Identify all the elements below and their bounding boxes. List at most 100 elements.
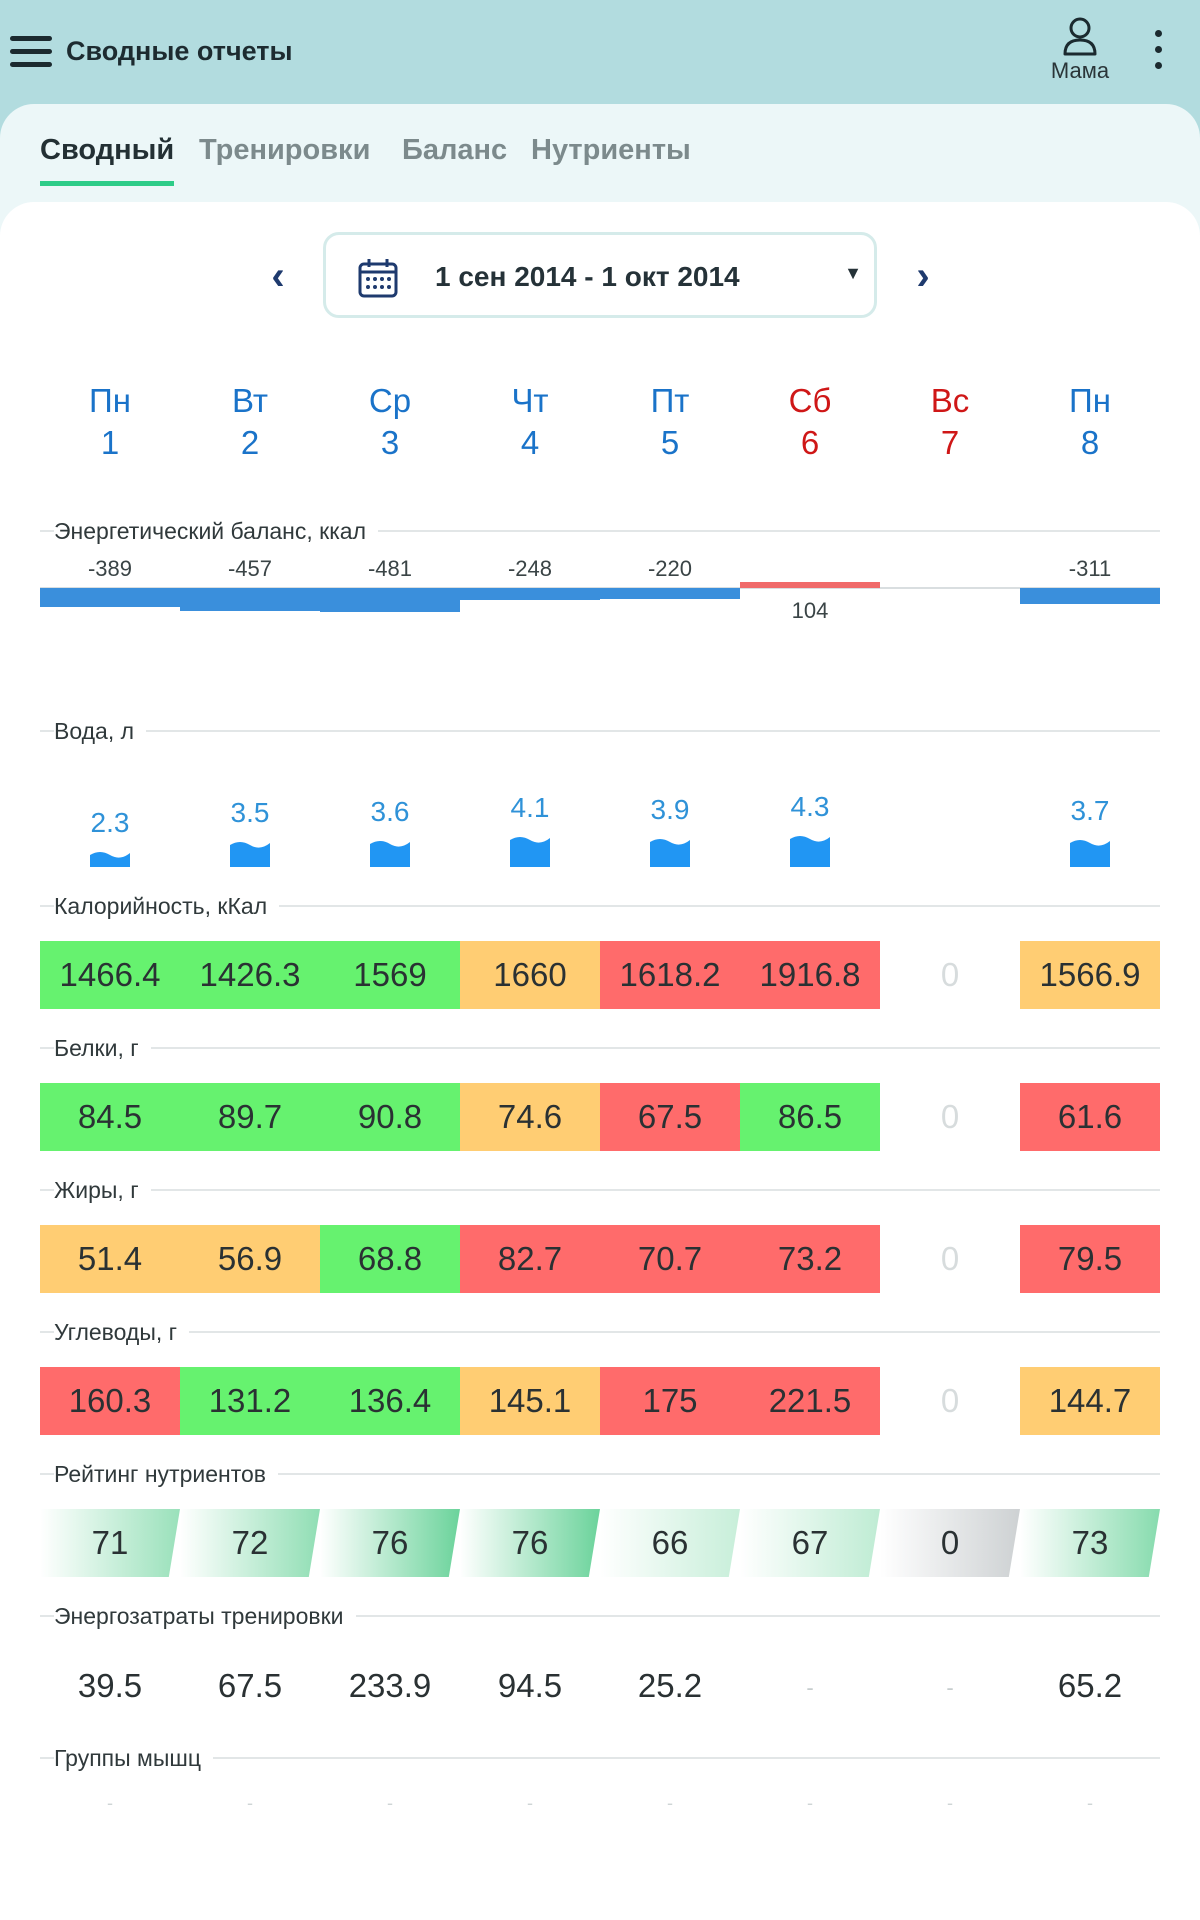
day-name: Вт xyxy=(231,382,269,419)
section-divider xyxy=(40,1189,1160,1191)
tab-trainings[interactable]: Тренировки xyxy=(199,134,371,166)
balance-bar xyxy=(460,588,600,601)
date-range-label: 1 сен 2014 - 1 окт 2014 xyxy=(435,261,740,292)
protein-cell[interactable]: 89.7 xyxy=(180,1083,320,1151)
balance-bar xyxy=(600,588,740,599)
water-value: 4.1 xyxy=(510,792,550,823)
muscle-group-value: - xyxy=(527,1793,533,1813)
water-label: Вода, л xyxy=(54,718,147,745)
fat-cell[interactable]: 0 xyxy=(940,1240,960,1277)
water-glass-icon xyxy=(230,842,270,867)
report-content xyxy=(0,202,1200,1920)
fat-cell[interactable]: 79.5 xyxy=(1020,1225,1160,1293)
calories-cell[interactable]: 0 xyxy=(940,956,960,993)
calories-cell[interactable]: 1569 xyxy=(320,941,460,1009)
balance-value: -220 xyxy=(647,556,693,581)
carbs-cell[interactable]: 145.1 xyxy=(460,1367,600,1435)
hamburger-icon[interactable] xyxy=(10,36,52,70)
day-number: 5 xyxy=(660,424,680,461)
training-energy-value: 39.5 xyxy=(77,1667,143,1704)
day-number: 7 xyxy=(940,424,960,461)
protein-cell[interactable]: 84.5 xyxy=(40,1083,180,1151)
day-number: 3 xyxy=(380,424,400,461)
carbs-cell[interactable]: 175 xyxy=(600,1367,740,1435)
day-column[interactable]: Сб 6 xyxy=(740,380,880,464)
balance-value: -481 xyxy=(367,556,413,581)
day-column[interactable]: Чт 4 xyxy=(460,380,600,464)
fat-cell[interactable]: 70.7 xyxy=(600,1225,740,1293)
muscle-group-value: - xyxy=(807,1793,813,1813)
fat-cell[interactable]: 51.4 xyxy=(40,1225,180,1293)
calories-cell[interactable]: 1566.9 xyxy=(1020,941,1160,1009)
calories-cell[interactable]: 1916.8 xyxy=(740,941,880,1009)
protein-cell[interactable]: 61.6 xyxy=(1020,1083,1160,1151)
water-glass-icon xyxy=(650,839,690,867)
carbs-cell[interactable]: 136.4 xyxy=(320,1367,460,1435)
fat-cell[interactable]: 56.9 xyxy=(180,1225,320,1293)
day-column[interactable]: Вс 7 xyxy=(880,380,1020,464)
calories-cell[interactable]: 1466.4 xyxy=(40,941,180,1009)
water-glass-icon xyxy=(790,836,830,867)
tab-nutrients[interactable]: Нутриенты xyxy=(531,134,691,166)
day-column[interactable]: Ср 3 xyxy=(320,380,460,464)
fat-cell[interactable]: 82.7 xyxy=(460,1225,600,1293)
tab-summary[interactable]: Сводный xyxy=(40,134,175,186)
day-number: 2 xyxy=(240,424,260,461)
date-range-picker[interactable]: 1 сен 2014 - 1 окт 2014 ▼ xyxy=(323,232,877,318)
fat-cell[interactable]: 73.2 xyxy=(740,1225,880,1293)
day-column[interactable]: Пн 8 xyxy=(1020,380,1160,464)
nutrient-rating-cell[interactable]: 67 xyxy=(740,1509,880,1577)
day-column[interactable]: Пт 5 xyxy=(600,380,740,464)
nutrient-rating-cell[interactable]: 76 xyxy=(460,1509,600,1577)
protein-cell[interactable]: 74.6 xyxy=(460,1083,600,1151)
protein-cell[interactable]: 0 xyxy=(940,1098,960,1135)
training-energy-value: 94.5 xyxy=(497,1667,563,1704)
muscle-group-value: - xyxy=(947,1793,953,1813)
protein-cell[interactable]: 67.5 xyxy=(600,1083,740,1151)
calendar-icon xyxy=(358,259,398,298)
nutrient-rating-cell[interactable]: 76 xyxy=(320,1509,460,1577)
balance-bar xyxy=(1020,588,1160,604)
chevron-left-icon[interactable]: ‹ xyxy=(271,254,285,298)
section-divider xyxy=(40,1047,1160,1049)
profile-name: Мама xyxy=(1050,58,1110,83)
nutrient-rating-cell[interactable]: 72 xyxy=(180,1509,320,1577)
muscle-groups-label: Группы мышц xyxy=(54,1745,213,1772)
section-divider xyxy=(40,1615,1160,1617)
water-glass-icon xyxy=(1070,840,1110,867)
carbs-cell[interactable]: 0 xyxy=(940,1382,960,1419)
day-column[interactable]: Вт 2 xyxy=(180,380,320,464)
training-energy-value: 67.5 xyxy=(217,1667,283,1704)
calories-cell[interactable]: 1426.3 xyxy=(180,941,320,1009)
day-column[interactable]: Пн 1 xyxy=(40,380,180,464)
chevron-right-icon[interactable]: › xyxy=(916,254,930,298)
tab-balance[interactable]: Баланс xyxy=(402,134,508,166)
profile-button[interactable]: Мама xyxy=(1040,16,1120,84)
carbs-cell[interactable]: 144.7 xyxy=(1020,1367,1160,1435)
carbs-cell[interactable]: 131.2 xyxy=(180,1367,320,1435)
water-glass-icon xyxy=(90,852,130,867)
nutrient-rating-cell[interactable]: 71 xyxy=(40,1509,180,1577)
balance-bar xyxy=(40,588,180,608)
water-value: 4.3 xyxy=(790,791,830,822)
muscle-group-value: - xyxy=(107,1793,113,1813)
fat-cell[interactable]: 68.8 xyxy=(320,1225,460,1293)
protein-cell[interactable]: 90.8 xyxy=(320,1083,460,1151)
training-energy-value: - xyxy=(946,1675,954,1700)
day-number: 6 xyxy=(800,424,820,461)
nutrient-rating-cell[interactable]: 0 xyxy=(880,1509,1020,1577)
muscle-group-value: - xyxy=(667,1793,673,1813)
carbs-cell[interactable]: 160.3 xyxy=(40,1367,180,1435)
day-name: Пн xyxy=(1069,382,1111,419)
section-divider xyxy=(40,1331,1160,1333)
protein-cell[interactable]: 86.5 xyxy=(740,1083,880,1151)
day-number: 4 xyxy=(520,424,540,461)
nutrient-rating-cell[interactable]: 73 xyxy=(1020,1509,1160,1577)
calories-cell[interactable]: 1618.2 xyxy=(600,941,740,1009)
nutrient-rating-cell[interactable]: 66 xyxy=(600,1509,740,1577)
kebab-icon[interactable] xyxy=(1148,30,1168,74)
calories-cell[interactable]: 1660 xyxy=(460,941,600,1009)
balance-value: -248 xyxy=(507,556,553,581)
water-value: 2.3 xyxy=(90,807,130,838)
carbs-cell[interactable]: 221.5 xyxy=(740,1367,880,1435)
